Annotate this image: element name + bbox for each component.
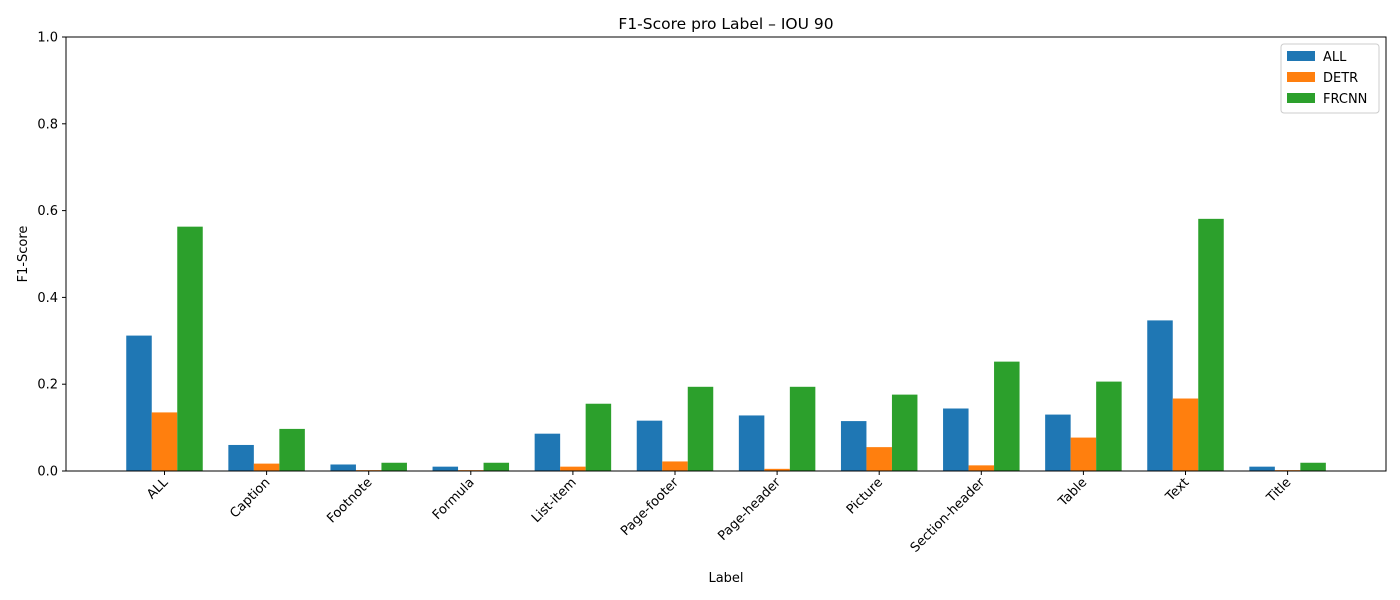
x-tick-label: List-item [529,475,580,526]
ticks-layer: 0.0 0.2 0.4 0.6 0.8 1.0 ALL Caption Footnote Form… [37,31,1294,556]
x-tick-label: Table [1055,475,1090,510]
bar-all-page-footer [636,420,663,471]
x-tick-label: Footnote [324,475,375,526]
bar-detr-all [151,412,178,471]
bar-all-title [1249,466,1275,471]
y-tick-label: 0.4 [37,291,58,306]
x-tick-label: Picture [844,475,886,517]
x-axis-label: Label [708,571,743,586]
bar-all-caption [228,444,254,471]
bar-detr-section-header [968,465,995,471]
bar-frcnn-caption [279,428,305,471]
bar-all-table [1045,414,1071,471]
bar-frcnn-page-header [789,386,816,471]
legend-swatch-frcnn [1287,93,1315,103]
x-tick-label: Page-footer [618,475,682,539]
bar-detr-text [1172,398,1199,471]
bar-frcnn-list-item [585,403,612,471]
y-tick-label: 0.0 [37,465,58,480]
x-tick-label: Page-header [715,475,784,544]
bar-all-page-header [738,415,765,471]
y-tick-label: 0.8 [37,117,58,132]
y-tick-label: 0.6 [37,204,58,219]
y-axis-label: F1-Score [16,226,31,283]
legend-label-frcnn: FRCNN [1323,92,1367,107]
plot-frame [65,36,1387,472]
bar-detr-page-header [764,468,790,471]
x-tick-label: Text [1162,475,1192,505]
bar-frcnn-table [1096,381,1122,471]
bar-frcnn-text [1198,218,1224,471]
bar-all-all [126,335,152,471]
bar-detr-table [1070,437,1097,471]
x-tick-label: Section-header [908,475,989,556]
bar-frcnn-all [177,226,203,471]
axes-layer [65,36,1387,472]
x-tick-label: Title [1263,475,1294,506]
bar-all-picture [840,421,867,471]
bar-frcnn-page-footer [687,386,714,471]
bar-all-list-item [534,433,561,471]
legend-swatch-all [1287,51,1315,61]
bar-all-footnote [330,464,356,471]
legend: ALL DETR FRCNN [1280,43,1380,114]
x-tick-label: Caption [227,475,273,521]
bar-detr-list-item [560,466,586,471]
legend-label-all: ALL [1323,50,1347,65]
bar-frcnn-picture [891,394,918,471]
bar-frcnn-section-header [994,361,1020,471]
bar-all-formula [432,466,459,471]
x-tick-label: ALL [144,475,172,503]
legend-swatch-detr [1287,72,1315,82]
bars-layer [126,218,1326,471]
y-tick-label: 0.2 [37,378,58,393]
chart-title: F1-Score pro Label – IOU 90 [618,15,833,33]
bar-all-section-header [943,408,969,471]
bar-detr-picture [866,447,892,471]
bar-all-text [1147,320,1173,471]
bar-frcnn-formula [483,462,510,471]
bar-detr-page-footer [662,461,688,471]
y-tick-label: 1.0 [37,31,58,46]
x-tick-label: Formula [430,475,478,523]
legend-label-detr: DETR [1323,71,1358,86]
bar-frcnn-title [1300,462,1326,471]
bar-frcnn-footnote [381,462,407,471]
bar-detr-caption [253,463,280,471]
